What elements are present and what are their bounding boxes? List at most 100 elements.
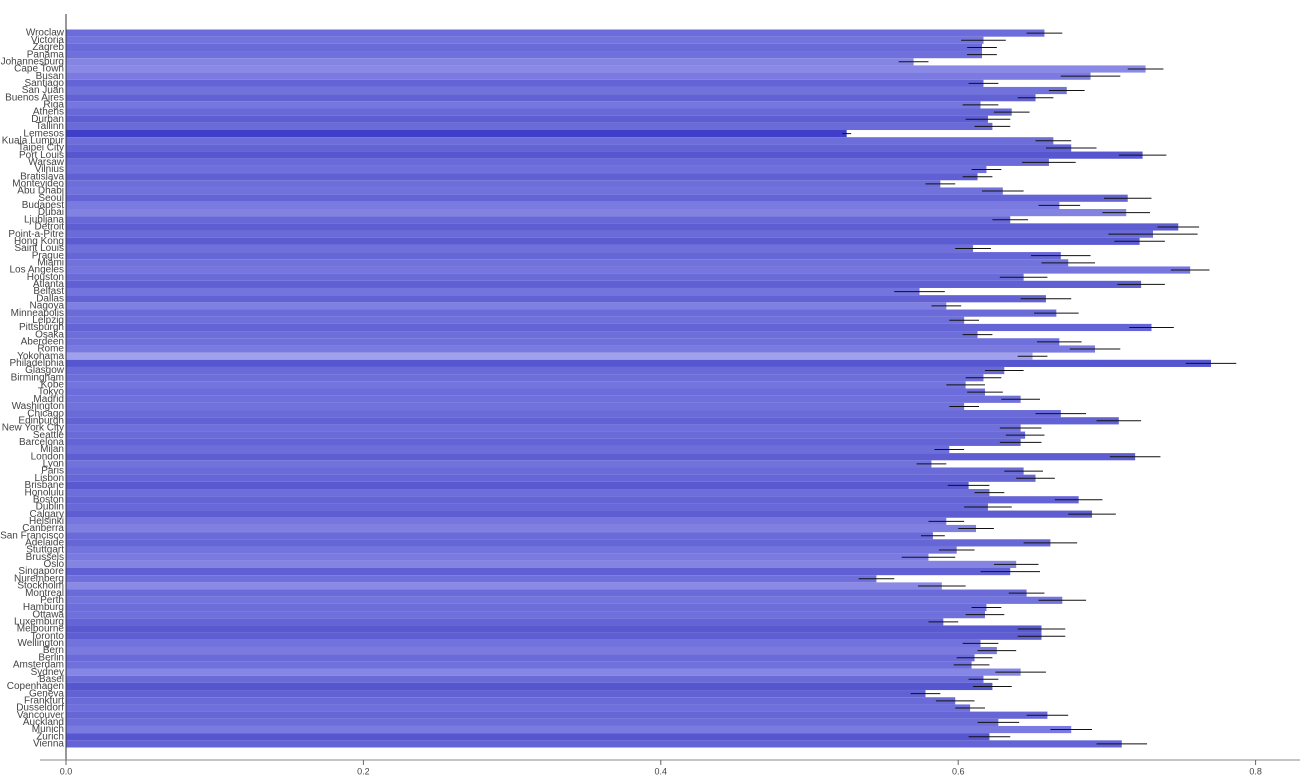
y-tick-label: Nuremberg bbox=[14, 573, 64, 584]
bar bbox=[66, 410, 1061, 418]
y-tick-label: Durban bbox=[31, 114, 64, 125]
y-tick-label: Montevideo bbox=[12, 179, 64, 190]
bar bbox=[66, 661, 972, 669]
bar bbox=[66, 244, 974, 253]
bar bbox=[66, 668, 1021, 676]
y-tick-label: Wroclaw bbox=[26, 28, 65, 39]
y-tick-label: Honolulu bbox=[25, 487, 64, 498]
bar bbox=[66, 259, 1069, 267]
bar bbox=[66, 58, 914, 66]
y-tick-label: Amsterdam bbox=[13, 660, 64, 671]
y-tick-label: Saint Louis bbox=[15, 243, 64, 254]
bar bbox=[66, 725, 1072, 734]
y-tick-label: Point-a-Pitre bbox=[8, 229, 64, 240]
y-tick-label: Ljubljana bbox=[24, 214, 64, 225]
y-tick-label: Dusseldorf bbox=[16, 703, 64, 714]
y-tick-label: London bbox=[31, 451, 64, 462]
bar bbox=[66, 173, 978, 181]
y-tick-label: Port Louis bbox=[19, 150, 64, 161]
y-tick-label: Vancouver bbox=[17, 710, 65, 721]
bar bbox=[66, 366, 1005, 375]
bar bbox=[66, 338, 1060, 346]
bar bbox=[66, 718, 999, 726]
y-tick-label: Riga bbox=[43, 100, 64, 111]
y-tick-label: Vienna bbox=[33, 739, 64, 750]
y-tick-label: Philadelphia bbox=[10, 358, 65, 369]
y-tick-label: Edinburgh bbox=[18, 415, 64, 426]
bar bbox=[66, 345, 1096, 353]
y-tick-label: Zagreb bbox=[32, 42, 64, 53]
bar bbox=[66, 431, 1026, 439]
y-tick-label: Kuala Lumpur bbox=[2, 135, 65, 146]
bar bbox=[66, 216, 1011, 224]
y-tick-label: Yokohama bbox=[17, 351, 64, 362]
y-tick-label: Melbourne bbox=[17, 624, 65, 635]
y-tick-label: Pittsburgh bbox=[19, 322, 64, 333]
y-tick-label: Budapest bbox=[22, 200, 64, 211]
bar bbox=[66, 187, 1003, 195]
bar bbox=[66, 352, 1033, 360]
bar bbox=[66, 568, 1011, 576]
y-tick-label: New York City bbox=[2, 423, 64, 434]
y-tick-label: Detroit bbox=[35, 222, 65, 233]
bar bbox=[66, 108, 1012, 116]
bar bbox=[66, 589, 1027, 597]
y-tick-label: Seoul bbox=[38, 193, 64, 204]
bar bbox=[66, 740, 1122, 748]
bar bbox=[66, 359, 1211, 367]
bar bbox=[66, 79, 984, 87]
bar bbox=[66, 711, 1048, 719]
bar bbox=[66, 553, 929, 561]
x-tick-label: 0.4 bbox=[655, 766, 668, 776]
bar bbox=[66, 266, 1191, 274]
bar bbox=[66, 331, 978, 339]
bar bbox=[66, 618, 944, 626]
y-tick-label: Johannesburg bbox=[1, 56, 64, 67]
bar bbox=[66, 65, 1146, 73]
y-tick-label: Perth bbox=[40, 595, 64, 606]
y-tick-label: Milan bbox=[40, 444, 64, 455]
bar bbox=[66, 381, 966, 389]
y-tick-label: Taipei City bbox=[18, 143, 64, 154]
y-tick-label: Houston bbox=[27, 272, 64, 283]
bar bbox=[66, 158, 1049, 166]
bar bbox=[66, 72, 1091, 80]
y-tick-label: Berlin bbox=[38, 652, 64, 663]
y-tick-label: Osaka bbox=[35, 329, 64, 340]
y-tick-label: Chicago bbox=[27, 408, 64, 419]
bar bbox=[66, 603, 987, 612]
bar bbox=[66, 137, 1054, 145]
y-tick-label: Brisbane bbox=[25, 480, 65, 491]
bar bbox=[66, 402, 965, 411]
bar bbox=[66, 496, 1079, 504]
bar bbox=[66, 201, 1060, 209]
bar bbox=[66, 302, 947, 310]
y-tick-label: Wellington bbox=[17, 638, 64, 649]
x-tick-label: 0.8 bbox=[1249, 766, 1262, 776]
x-tick-label: 0.0 bbox=[60, 766, 73, 776]
y-tick-label: Canberra bbox=[22, 523, 64, 534]
bar bbox=[66, 453, 1136, 461]
x-tick-label: 0.2 bbox=[357, 766, 370, 776]
bar bbox=[66, 625, 1042, 633]
bar bbox=[66, 230, 1153, 238]
bar bbox=[66, 611, 985, 619]
bar bbox=[66, 682, 993, 691]
bar bbox=[66, 165, 987, 174]
y-tick-label: Basel bbox=[39, 674, 64, 685]
bar bbox=[66, 237, 1140, 245]
y-tick-label: Abu Dhabi bbox=[17, 186, 64, 197]
y-tick-label: Barcelona bbox=[19, 437, 64, 448]
bar bbox=[66, 481, 969, 490]
y-tick-label: San Juan bbox=[22, 85, 64, 96]
y-tick-label: Dublin bbox=[36, 502, 64, 513]
bar bbox=[66, 582, 942, 590]
y-tick-label: Boston bbox=[33, 494, 64, 505]
bar bbox=[66, 209, 1127, 217]
y-tick-label: Copenhagen bbox=[7, 681, 64, 692]
bar bbox=[66, 460, 932, 468]
bar bbox=[66, 144, 1072, 152]
bar bbox=[66, 316, 965, 324]
y-tick-label: Stockholm bbox=[17, 581, 64, 592]
